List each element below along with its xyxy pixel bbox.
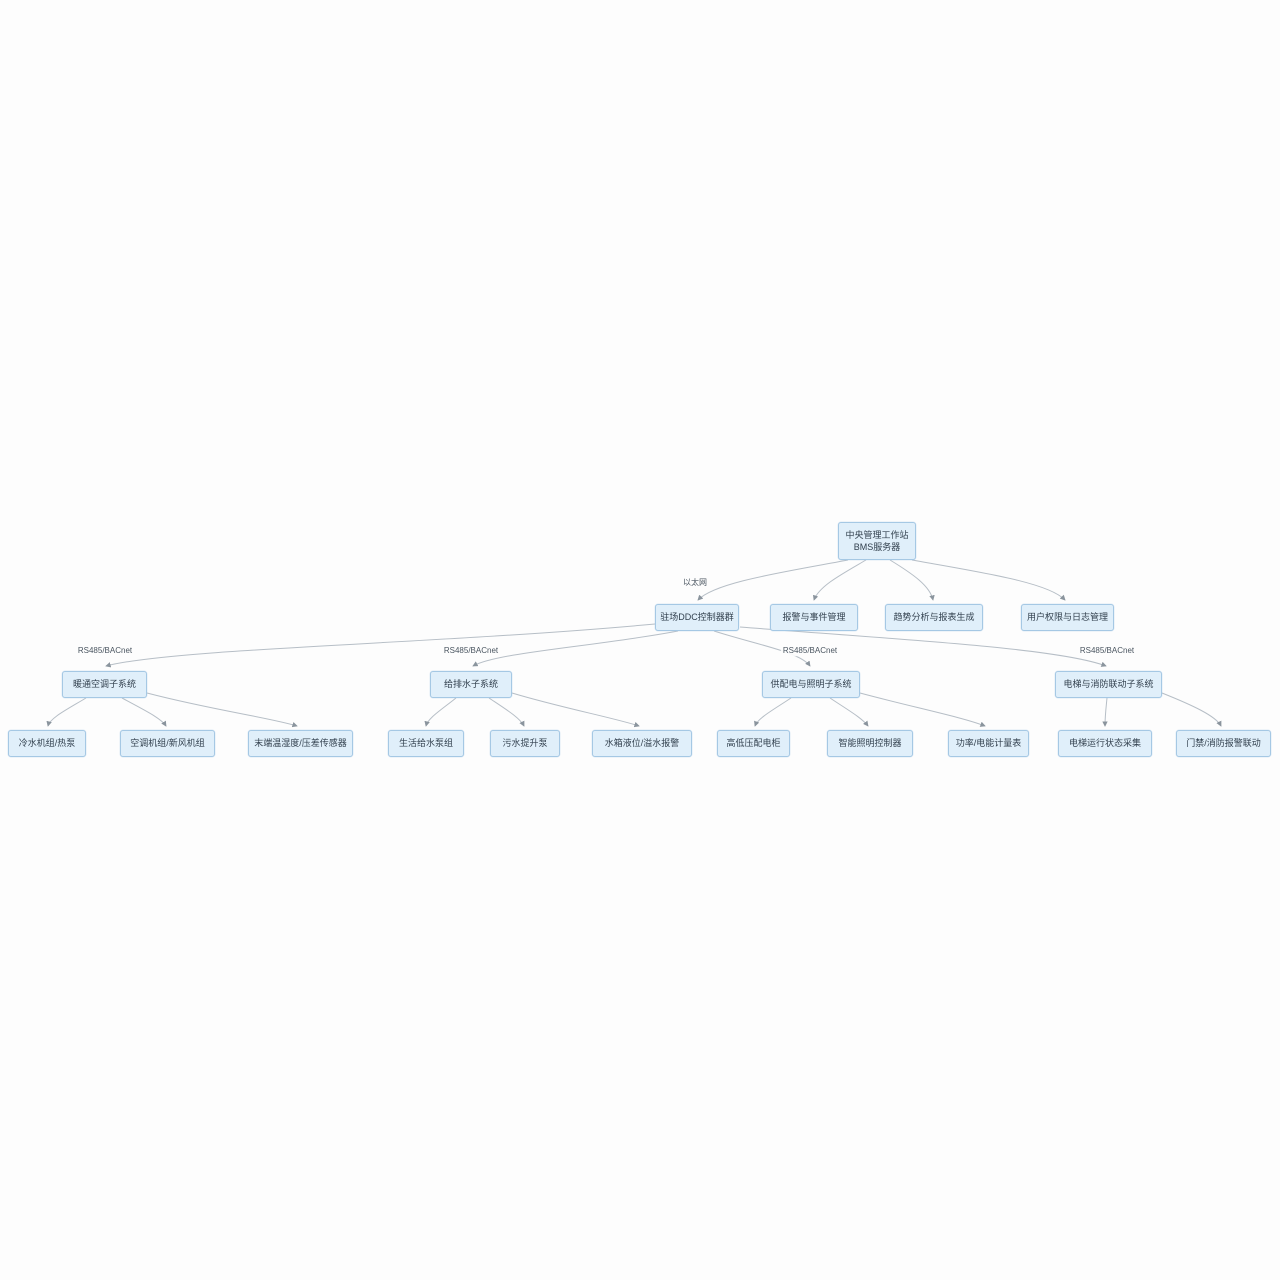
edge-hvac-to-chiller	[46, 697, 87, 727]
node-elevator-status-collection: 电梯运行状态采集	[1058, 730, 1152, 757]
node-elevator-fire-subsystem: 电梯与消防联动子系统	[1055, 671, 1162, 698]
node-user-rights-log: 用户权限与日志管理	[1021, 604, 1114, 631]
node-bms-server-line1: 中央管理工作站	[845, 529, 909, 540]
edge-elevator-to-access	[1161, 692, 1222, 727]
node-plumbing-subsystem: 给排水子系统	[430, 671, 512, 698]
edge-label-rs485-power: RS485/BACnet	[780, 646, 840, 656]
edge-plumbing-to-pumps	[424, 697, 457, 727]
edge-hvac-to-sensors	[146, 692, 298, 728]
edge-root-to-alarm	[812, 559, 867, 601]
edge-plumbing-to-sewage	[488, 697, 525, 727]
node-alarm-event-mgmt: 报警与事件管理	[770, 604, 858, 631]
edge-power-to-lighting	[829, 697, 869, 727]
edge-ddc-to-hvac	[105, 623, 656, 668]
edge-power-to-cabinet	[754, 697, 792, 727]
node-ddc-controllers: 驻场DDC控制器群	[655, 604, 739, 631]
node-ahu-fresh-air: 空调机组/新风机组	[120, 730, 215, 757]
edge-label-ethernet: 以太网	[681, 578, 709, 588]
edge-label-rs485-plumbing: RS485/BACnet	[441, 646, 501, 656]
edge-ddc-to-plumbing	[472, 630, 679, 667]
node-smart-lighting-controller: 智能照明控制器	[827, 730, 913, 757]
edge-label-rs485-elevator: RS485/BACnet	[1077, 646, 1137, 656]
node-bms-server-line2: BMS服务器	[853, 542, 901, 552]
edge-elevator-to-status	[1102, 697, 1108, 727]
edge-root-to-ddc	[697, 559, 849, 601]
edge-ddc-to-elevator	[739, 626, 1107, 667]
node-power-energy-meter: 功率/电能计量表	[948, 730, 1029, 757]
edge-root-to-trend	[889, 559, 935, 601]
edge-power-to-meter	[859, 692, 986, 727]
node-terminal-sensors: 末端温湿度/压差传感器	[248, 730, 353, 757]
edge-label-rs485-hvac: RS485/BACnet	[75, 646, 135, 656]
node-sewage-lift-pump: 污水提升泵	[490, 730, 560, 757]
node-hvac-subsystem: 暖通空调子系统	[62, 671, 147, 698]
node-access-fire-linkage: 门禁/消防报警联动	[1176, 730, 1271, 757]
node-bms-server: 中央管理工作站 BMS服务器	[838, 522, 916, 560]
node-hv-lv-cabinet: 高低压配电柜	[717, 730, 790, 757]
edge-root-to-user	[911, 559, 1066, 601]
node-power-lighting-subsystem: 供配电与照明子系统	[762, 671, 860, 698]
edge-ddc-to-power	[713, 630, 811, 667]
node-domestic-water-pumps: 生活给水泵组	[388, 730, 464, 757]
edge-hvac-to-ahu	[121, 697, 167, 727]
node-tank-level-alarm: 水箱液位/溢水报警	[592, 730, 692, 757]
edge-plumbing-to-tank	[511, 692, 640, 728]
node-chiller-heatpump: 冷水机组/热泵	[8, 730, 86, 757]
node-trend-report: 趋势分析与报表生成	[885, 604, 983, 631]
